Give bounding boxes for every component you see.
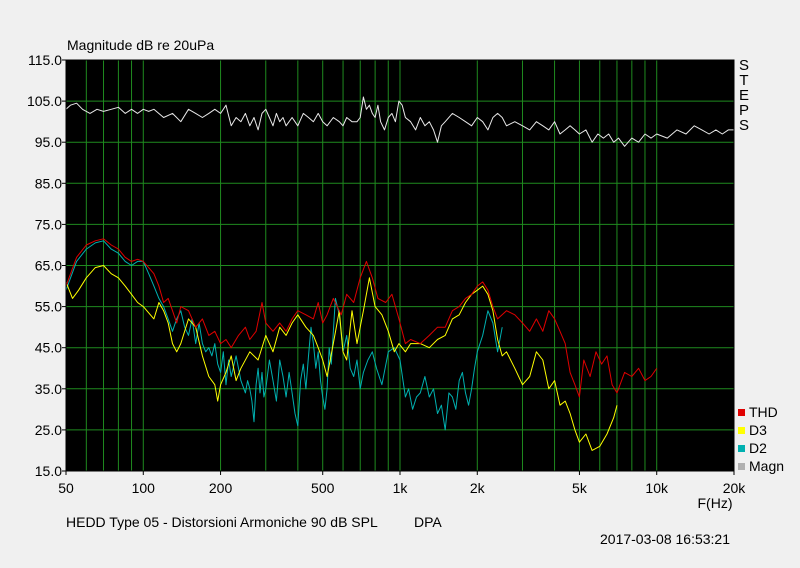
y-tick-label: 25.0 — [35, 422, 62, 438]
x-tick-label: 10k — [645, 480, 669, 496]
y-tick-label: 55.0 — [35, 299, 62, 315]
x-tick-label: 100 — [132, 480, 156, 496]
x-tick-label: 50 — [58, 480, 74, 496]
legend-item-d2: D2 — [738, 439, 784, 457]
legend-swatch — [738, 408, 745, 416]
legend-label: Magn — [749, 458, 785, 474]
series-layer — [65, 96, 734, 451]
legend-label: THD — [749, 404, 778, 420]
x-tick-label: 200 — [209, 480, 233, 496]
steps-letter: S — [738, 117, 749, 134]
x-tick-label: 2k — [470, 480, 486, 496]
legend-swatch — [738, 426, 745, 434]
legend-swatch — [738, 444, 745, 452]
legend: THD D3 D2 Magn — [738, 403, 784, 475]
x-tick-label: 1k — [393, 480, 409, 496]
steps-letter: P — [738, 102, 749, 119]
x-tick-label: 5k — [572, 480, 588, 496]
series-line-d3 — [65, 265, 618, 451]
legend-label: D2 — [749, 440, 767, 456]
timestamp: 2017-03-08 16:53:21 — [600, 531, 730, 547]
x-axis-ticks: 50 100 200 500 1k 2k 5k 10k 20k — [58, 471, 746, 496]
y-tick-label: 35.0 — [35, 381, 62, 397]
y-tick-label: 115.0 — [28, 52, 62, 68]
legend-item-thd: THD — [738, 403, 784, 421]
x-tick-label: 500 — [311, 480, 335, 496]
y-tick-label: 75.0 — [35, 216, 62, 232]
steps-letter: T — [739, 72, 749, 89]
y-tick-label: 105.0 — [27, 93, 62, 109]
y-axis-ticks: 15.0 25.0 35.0 45.0 55.0 65.0 75.0 85.0 95.0 105.… — [27, 52, 66, 479]
legend-swatch — [738, 462, 745, 470]
legend-item-d3: D3 — [738, 421, 784, 439]
steps-letter: S — [738, 57, 749, 74]
series-line-d2 — [65, 240, 503, 431]
footer-mic: DPA — [414, 514, 442, 530]
series-line-thd — [65, 238, 658, 398]
y-axis-label: Magnitude dB re 20uPa — [67, 37, 215, 53]
series-line-magn — [65, 96, 734, 147]
grid-lines — [66, 60, 734, 471]
y-tick-label: 95.0 — [35, 134, 62, 150]
y-tick-label: 45.0 — [35, 340, 62, 356]
x-axis-label: F(Hz) — [698, 495, 733, 511]
legend-item-magn: Magn — [738, 457, 784, 475]
x-tick-label: 20k — [723, 480, 747, 496]
steps-letter: E — [738, 87, 749, 104]
footer-title: HEDD Type 05 - Distorsioni Armoniche 90 … — [66, 514, 378, 530]
legend-label: D3 — [749, 422, 767, 438]
y-tick-label: 65.0 — [35, 258, 62, 274]
y-tick-label: 85.0 — [35, 175, 62, 191]
y-tick-label: 15.0 — [35, 463, 62, 479]
